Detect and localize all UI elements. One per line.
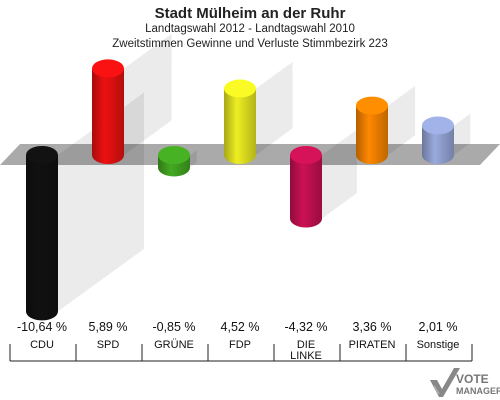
value-label: -10,64 % bbox=[17, 320, 67, 334]
bar-fdp bbox=[224, 79, 256, 164]
bar-body bbox=[26, 155, 58, 321]
bar-shadow bbox=[388, 85, 416, 155]
category-label-line: Sonstige bbox=[417, 339, 460, 351]
bar-top bbox=[290, 146, 322, 164]
bar-body bbox=[422, 125, 454, 164]
category-label-line: DIE bbox=[297, 339, 315, 351]
bar-body bbox=[92, 68, 124, 164]
value-label: 3,36 % bbox=[353, 320, 392, 334]
category-label: Sonstige bbox=[417, 339, 460, 351]
logo-text-manager: MANAGER bbox=[456, 386, 500, 396]
chart-header: Stadt Mülheim an der Ruhr Landtagswahl 2… bbox=[0, 0, 500, 52]
bar-piraten bbox=[356, 96, 388, 164]
chart-subtitle: Landtagswahl 2012 - Landtagswahl 2010 bbox=[145, 23, 355, 35]
bar-top bbox=[224, 79, 256, 98]
bar-top bbox=[422, 116, 454, 135]
vote-manager-check-icon bbox=[430, 368, 460, 397]
bar-top bbox=[92, 59, 124, 78]
chart-subtitle-2: Zweitstimmen Gewinne und Verluste Stimmb… bbox=[112, 38, 388, 50]
bar-body bbox=[356, 105, 388, 164]
value-label: 2,01 % bbox=[419, 320, 458, 334]
bar-top bbox=[26, 146, 58, 164]
category-label-line: FDP bbox=[229, 339, 251, 351]
bar-shadow bbox=[190, 150, 197, 168]
category-label-line: CDU bbox=[30, 339, 54, 351]
vote-manager-logo: VOTE MANAGER bbox=[430, 368, 500, 397]
category-label-line: PIRATEN bbox=[349, 339, 396, 351]
category-label-line: LINKE bbox=[290, 350, 322, 362]
value-label: 4,52 % bbox=[221, 320, 260, 334]
bar-gr-ne bbox=[158, 146, 190, 177]
chart-title: Stadt Mülheim an der Ruhr bbox=[154, 5, 346, 22]
bar-shadow bbox=[322, 129, 357, 219]
category-label: FDP bbox=[229, 339, 251, 351]
value-label: -0,85 % bbox=[152, 320, 195, 334]
bar-sonstige bbox=[422, 116, 454, 164]
bar-body bbox=[290, 155, 322, 228]
bar-shadow bbox=[256, 61, 293, 155]
category-label: SPD bbox=[97, 339, 120, 351]
category-label-line: SPD bbox=[97, 339, 120, 351]
value-label: 5,89 % bbox=[89, 320, 128, 334]
bar-shadow bbox=[454, 113, 471, 155]
value-label: -4,32 % bbox=[284, 320, 327, 334]
bar-top bbox=[158, 146, 190, 164]
category-label: CDU bbox=[30, 339, 54, 351]
category-label: PIRATEN bbox=[349, 339, 396, 351]
bar-body bbox=[224, 88, 256, 164]
logo-text-vote: VOTE bbox=[456, 372, 489, 386]
bar-spd bbox=[92, 59, 124, 164]
bar-shadow bbox=[124, 33, 172, 155]
bar-cdu bbox=[26, 146, 58, 321]
category-label: DIE LINKE bbox=[290, 339, 322, 362]
bar-top bbox=[356, 96, 388, 115]
category-label: GRÜNE bbox=[154, 339, 194, 351]
category-label-line: GRÜNE bbox=[154, 339, 194, 351]
bar-die-linke bbox=[290, 146, 322, 228]
